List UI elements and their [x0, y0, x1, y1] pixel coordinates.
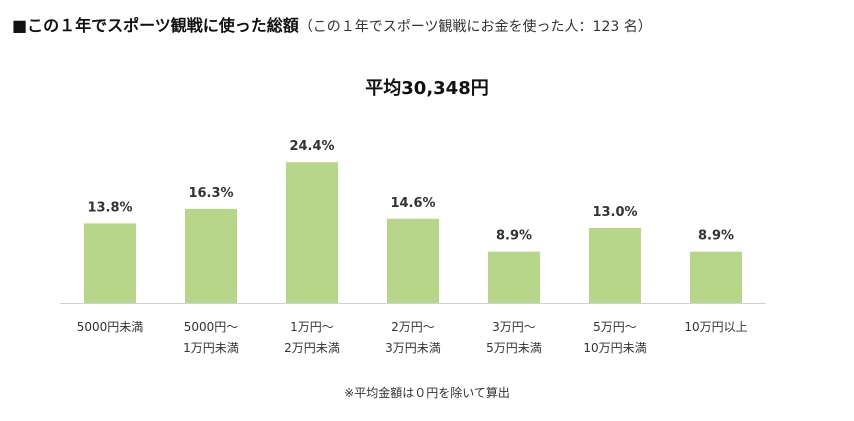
- footnote: ※平均金額は０円を除いて算出: [344, 386, 510, 400]
- chart-header: ■この１年でスポーツ観戦に使った総額（この１年でスポーツ観戦にお金を使った人：1…: [12, 14, 652, 39]
- bar: [589, 228, 641, 303]
- data-label: 24.4%: [289, 139, 334, 154]
- category-label: 5万円未満: [486, 341, 542, 355]
- average-label: 平均30,348円: [365, 78, 489, 99]
- data-label: 13.0%: [592, 205, 637, 220]
- bar: [387, 218, 439, 303]
- bar: [690, 251, 742, 303]
- category-label: 1万円～: [290, 320, 334, 334]
- category-label: 5000円未満: [77, 320, 144, 334]
- data-label: 8.9%: [698, 229, 734, 244]
- category-label: 2万円～: [391, 320, 435, 334]
- data-label: 8.9%: [496, 229, 532, 244]
- bar: [286, 162, 338, 303]
- chart-title: ■この１年でスポーツ観戦に使った総額: [12, 16, 299, 35]
- category-label: 5万円～: [593, 320, 637, 334]
- category-label: 5000円～: [184, 320, 239, 334]
- bar: [185, 208, 237, 303]
- chart-subtitle: （この１年でスポーツ観戦にお金を使った人：123 名）: [298, 19, 652, 35]
- category-label: 10万円未満: [583, 341, 646, 355]
- bar: [84, 223, 136, 303]
- category-label: 1万円未満: [183, 341, 239, 355]
- category-label: 3万円～: [492, 320, 536, 334]
- category-label: 3万円未満: [385, 341, 441, 355]
- bar: [488, 251, 540, 303]
- category-label: 2万円未満: [284, 341, 340, 355]
- data-label: 13.8%: [87, 200, 132, 215]
- category-label: 10万円以上: [684, 320, 747, 334]
- data-label: 14.6%: [390, 196, 435, 211]
- data-label: 16.3%: [188, 186, 233, 201]
